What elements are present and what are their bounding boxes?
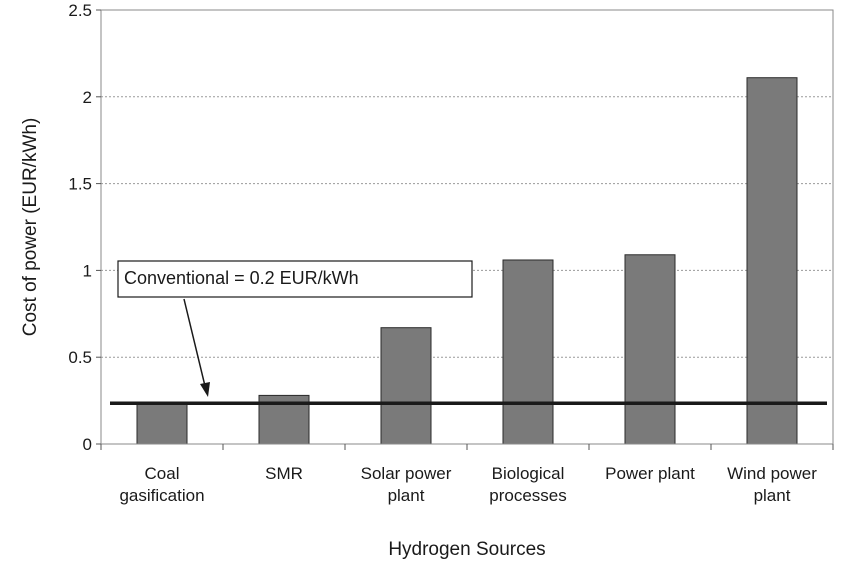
x-tick-label: Coal gasification xyxy=(119,464,204,505)
plot-area-border xyxy=(100,9,834,445)
bar xyxy=(136,401,188,445)
annotation-arrow-head xyxy=(200,382,210,397)
y-tick-label: 1 xyxy=(83,261,92,280)
grid-lines xyxy=(101,96,833,358)
x-axis-ticks: Coal gasification SMR Solar power plant Biolo… xyxy=(100,444,834,505)
bar xyxy=(380,327,432,445)
axes xyxy=(100,9,834,445)
y-tick-label: 1.5 xyxy=(68,175,92,194)
x-tick-label: Wind power plant xyxy=(727,464,817,505)
x-tick-label: SMR xyxy=(265,464,303,483)
y-tick-label: 2 xyxy=(83,88,92,107)
annotation-arrow-shaft xyxy=(183,298,206,387)
annotation-text: Conventional = 0.2 EUR/kWh xyxy=(124,268,359,288)
y-axis-title: Cost of power (EUR/kWh) xyxy=(20,118,41,337)
annotation-box xyxy=(117,260,473,298)
x-tick-label: Power plant xyxy=(605,464,695,483)
y-tick-label: 2.5 xyxy=(68,1,92,20)
y-axis-ticks: 0 0.5 1 1.5 2 2.5 xyxy=(68,1,101,454)
x-tick-label: Solar power plant xyxy=(361,464,452,505)
bar xyxy=(502,259,554,445)
y-tick-label: 0.5 xyxy=(68,348,92,367)
x-tick-label: Biological processes xyxy=(489,464,566,505)
bar xyxy=(624,254,676,445)
bar xyxy=(746,77,798,445)
annotation: Conventional = 0.2 EUR/kWh xyxy=(117,260,473,397)
y-tick-label: 0 xyxy=(83,435,92,454)
bars xyxy=(136,77,798,445)
x-axis-title: Hydrogen Sources xyxy=(388,539,545,560)
